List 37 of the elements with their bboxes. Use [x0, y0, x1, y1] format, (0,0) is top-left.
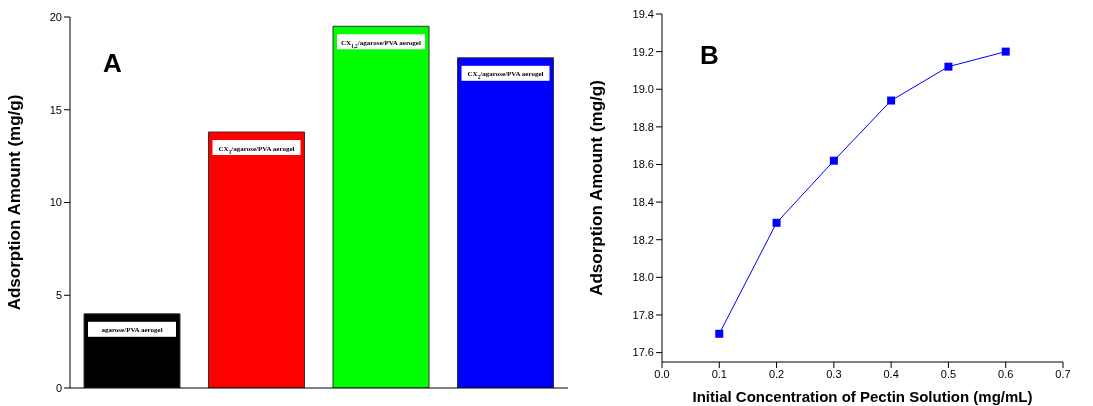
y-tick-label: 5 — [55, 289, 62, 302]
text: A — [103, 48, 122, 79]
bar — [332, 25, 430, 388]
y-tick-label: 15 — [49, 103, 62, 116]
x-tick-label: 0.4 — [883, 367, 899, 380]
point — [887, 96, 896, 105]
point — [1001, 47, 1010, 56]
y-tick-label: 18.8 — [632, 120, 654, 133]
point — [715, 329, 724, 338]
y-axis-title: Adsorption Amount (mg/g) — [587, 80, 607, 296]
y-tick-label: 10 — [49, 196, 62, 209]
y-tick-label: 19.4 — [632, 7, 654, 20]
x-tick-label: 0.5 — [940, 367, 957, 380]
y-tick-label: 19.0 — [632, 83, 654, 96]
y-tick-label: 18.4 — [632, 196, 654, 209]
point — [944, 62, 953, 71]
point — [829, 156, 838, 165]
y-tick-label: 0 — [55, 381, 62, 394]
y-tick-label: 17.8 — [632, 308, 654, 321]
y-tick-label: 18.0 — [632, 271, 654, 284]
y-tick-label: 20 — [49, 10, 62, 23]
bar — [208, 131, 305, 388]
x-tick-label: 0.3 — [826, 367, 842, 380]
x-axis-title: Initial Concentration of Pectin Solution (mg/mL) — [692, 388, 1033, 405]
x-tick-label: 0.0 — [654, 367, 670, 380]
bar — [457, 57, 554, 388]
x-tick-label: 0.6 — [998, 367, 1014, 380]
x-tick-label: 0.2 — [768, 367, 785, 380]
y-tick-label: 17.6 — [632, 346, 654, 359]
y-axis-title: Adsorption Amount (mg/g) — [5, 94, 25, 311]
text: B — [700, 40, 719, 71]
y-tick-label: 19.2 — [632, 45, 654, 58]
x-tick-label: 0.7 — [1055, 367, 1071, 380]
y-tick-label: 18.2 — [632, 233, 654, 246]
x-tick-label: 0.1 — [711, 367, 727, 380]
y-tick-label: 18.6 — [632, 158, 654, 171]
point — [772, 218, 781, 227]
